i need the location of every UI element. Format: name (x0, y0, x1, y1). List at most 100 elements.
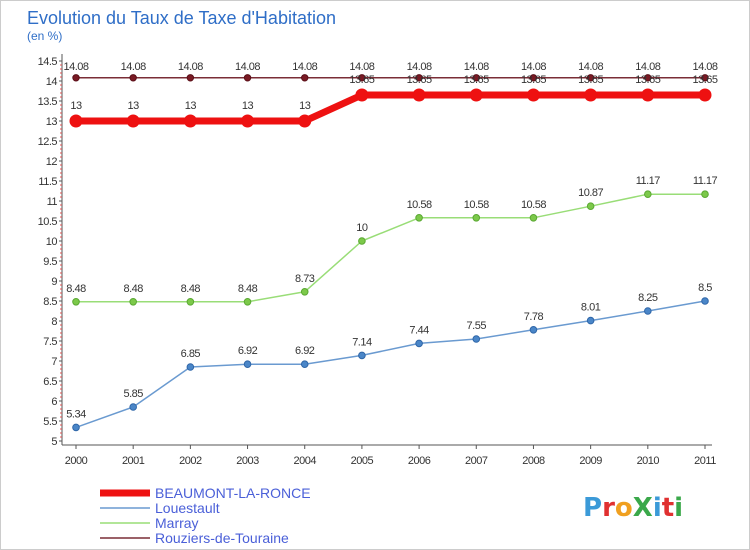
data-point (355, 88, 369, 102)
data-label: 13.65 (521, 74, 546, 86)
data-label: 7.55 (467, 320, 487, 332)
data-point (129, 74, 137, 82)
data-point (472, 335, 481, 343)
y-tick-label: 5 (51, 436, 57, 448)
legend-label: BEAUMONT-LA-RONCE (155, 485, 311, 501)
data-label: 5.34 (66, 408, 86, 420)
legend-label: Marray (155, 515, 199, 531)
data-label: 6.92 (295, 345, 315, 357)
data-label: 8.48 (123, 283, 143, 295)
legend-label: Rouziers-de-Touraine (155, 530, 289, 546)
y-tick-label: 14 (46, 76, 58, 88)
data-label: 8.48 (181, 283, 201, 295)
x-tick-label: 2009 (579, 455, 602, 467)
x-tick-group: 2000 2001 2002 2003 2004 2005 2006 2007 2008 2009… (65, 445, 717, 467)
data-label: 8.73 (295, 273, 315, 285)
y-tick-label: 9.5 (43, 256, 57, 268)
y-tick-label: 10.5 (38, 216, 58, 228)
logo-letter: t (662, 493, 674, 523)
data-point (300, 288, 309, 296)
x-tick-label: 2006 (408, 455, 431, 467)
y-tick-label: 7.5 (43, 336, 57, 348)
data-label: 7.14 (352, 336, 372, 348)
y-axis-unit: (en %) (27, 29, 62, 43)
legend: BEAUMONT-LA-RONCELouestaultMarrayRouzier… (100, 485, 311, 546)
y-tick-label: 9 (51, 276, 57, 288)
data-label: 14.08 (692, 61, 717, 73)
data-label: 10.87 (578, 187, 603, 199)
data-point (72, 423, 80, 432)
data-point (469, 88, 483, 102)
data-point (298, 114, 312, 128)
data-label: 8.5 (698, 282, 712, 294)
x-tick-label: 2001 (122, 455, 145, 467)
x-tick-label: 2003 (236, 455, 259, 467)
x-tick-label: 2004 (293, 455, 316, 467)
logo-letter: i (674, 493, 683, 523)
logo-letter: P (583, 493, 602, 523)
data-point (641, 88, 655, 102)
y-tick-label: 8.5 (43, 296, 57, 308)
data-point (644, 307, 652, 315)
data-label: 14.08 (349, 61, 374, 73)
data-label: 13.65 (464, 74, 489, 86)
data-point (586, 316, 595, 325)
data-label: 8.48 (66, 283, 86, 295)
data-point (529, 326, 538, 334)
data-point (300, 360, 309, 369)
logo-letter: o (615, 493, 633, 523)
y-tick-label: 13 (46, 116, 58, 128)
data-label: 13 (185, 100, 197, 112)
data-point (301, 74, 309, 82)
data-point (358, 351, 366, 360)
data-label: 14.08 (121, 61, 146, 73)
x-tick-label: 2011 (694, 455, 716, 467)
data-point (69, 114, 83, 128)
data-label: 8.25 (638, 292, 658, 304)
series-line (72, 91, 709, 125)
data-point (584, 88, 598, 102)
x-tick-label: 2008 (522, 455, 545, 467)
data-label: 13 (299, 100, 311, 112)
data-point (186, 74, 195, 82)
x-tick-label: 2000 (65, 455, 88, 467)
data-point (586, 74, 595, 82)
y-tick-label: 10 (46, 236, 58, 248)
data-label: 6.85 (181, 348, 201, 360)
data-label: 13.65 (407, 74, 432, 86)
data-point (186, 363, 195, 371)
data-point (129, 403, 137, 411)
y-tick-label: 11.5 (38, 176, 57, 188)
data-point (243, 298, 252, 306)
data-point (126, 114, 140, 128)
data-label: 8.01 (581, 302, 601, 314)
data-label: 13 (242, 100, 254, 112)
data-label: 11.17 (693, 175, 718, 187)
data-label: 8.48 (238, 283, 258, 295)
data-label: 14.08 (635, 61, 660, 73)
data-point (415, 214, 423, 222)
data-label: 5.85 (123, 388, 143, 400)
data-point (415, 74, 423, 82)
data-label: 11.17 (636, 175, 661, 187)
data-point (358, 74, 366, 82)
data-point (701, 74, 709, 82)
data-label: 10 (356, 222, 368, 234)
data-point (241, 114, 255, 128)
data-label-layer: 14.08 14.08 14.08 14.08 14.08 14.08 14.08 14.08… (63, 61, 718, 421)
data-point (183, 114, 197, 128)
data-point (586, 202, 595, 210)
data-label: 10.58 (407, 199, 432, 211)
data-point (526, 88, 540, 102)
data-label: 13.65 (635, 74, 660, 86)
logo-wordmark: ProXiti (583, 493, 683, 523)
x-tick-label: 2005 (351, 455, 374, 467)
data-point (415, 339, 423, 348)
data-point (72, 74, 80, 82)
data-label: 7.78 (524, 311, 544, 323)
data-point (701, 190, 709, 198)
logo-letter: r (602, 493, 615, 523)
series-layer (69, 74, 712, 432)
data-point (529, 214, 538, 222)
